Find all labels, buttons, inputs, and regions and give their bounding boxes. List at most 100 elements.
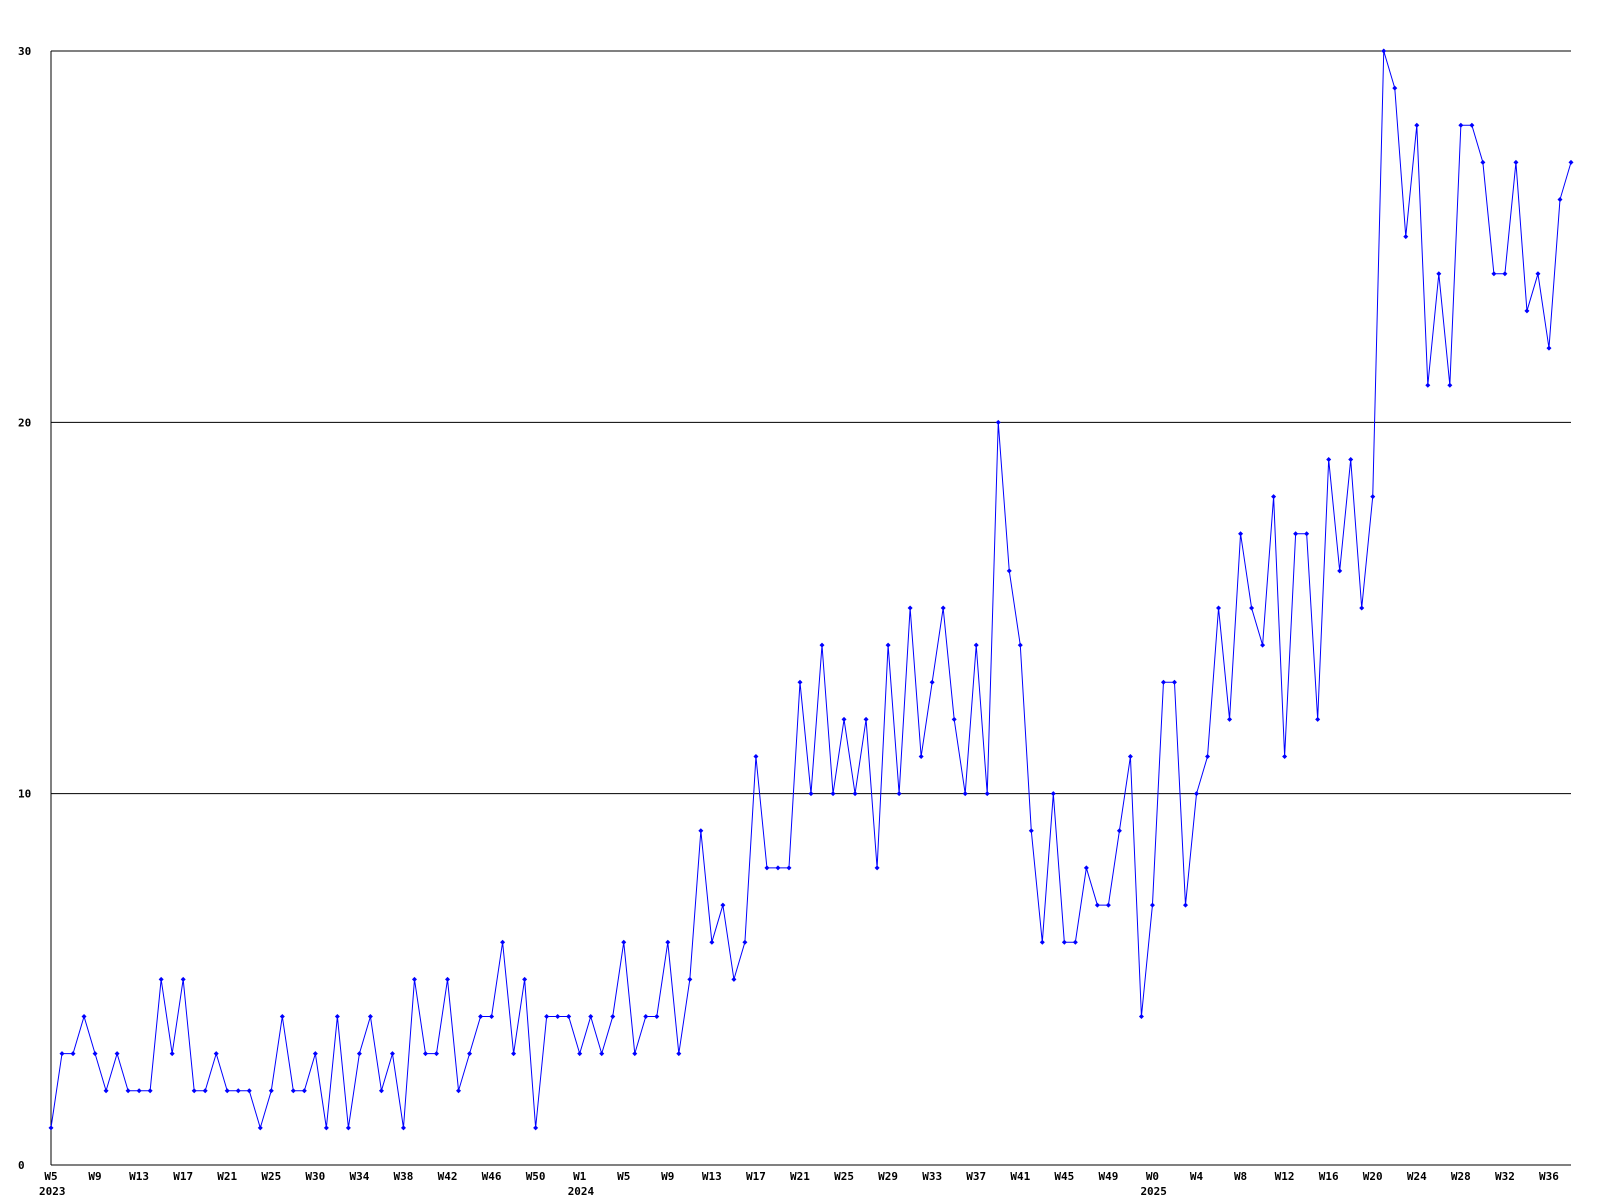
data-point	[290, 1088, 296, 1094]
data-point	[1282, 754, 1288, 760]
x-tick-label: W16	[1319, 1170, 1339, 1183]
data-point	[114, 1051, 120, 1057]
data-point	[356, 1051, 362, 1057]
data-point	[59, 1051, 65, 1057]
data-point	[246, 1088, 252, 1094]
x-tick-label: W21	[217, 1170, 237, 1183]
data-point	[1436, 271, 1442, 277]
data-point	[1326, 456, 1332, 462]
data-point	[1028, 828, 1034, 834]
data-point	[378, 1088, 384, 1094]
data-point	[1105, 902, 1111, 908]
x-tick-label: W9	[661, 1170, 674, 1183]
data-point	[92, 1051, 98, 1057]
data-point	[411, 976, 417, 982]
y-tick-label: 30	[18, 45, 31, 58]
y-tick-label: 0	[18, 1159, 25, 1172]
data-point	[158, 976, 164, 982]
data-point	[334, 1013, 340, 1019]
data-point	[610, 1013, 616, 1019]
data-point	[1425, 382, 1431, 388]
x-tick-label: W32	[1495, 1170, 1515, 1183]
data-point	[1502, 271, 1508, 277]
data-point	[511, 1051, 517, 1057]
data-point	[1094, 902, 1100, 908]
data-point	[1249, 605, 1255, 611]
data-point	[400, 1125, 406, 1131]
x-tick-label: W49	[1098, 1170, 1118, 1183]
x-tick-label: W41	[1010, 1170, 1030, 1183]
data-point	[500, 939, 506, 945]
data-point	[1513, 159, 1519, 165]
x-tick-label: W1	[573, 1170, 587, 1183]
y-tick-label: 10	[18, 788, 31, 801]
data-point	[1149, 902, 1155, 908]
x-tick-label: W4	[1190, 1170, 1204, 1183]
data-point	[422, 1051, 428, 1057]
data-point	[1414, 122, 1420, 128]
data-point	[995, 419, 1001, 425]
x-tick-label: W45	[1054, 1170, 1074, 1183]
data-point	[169, 1051, 175, 1057]
x-tick-label: W36	[1539, 1170, 1559, 1183]
x-tick-label: W30	[305, 1170, 325, 1183]
data-point	[676, 1051, 682, 1057]
data-point	[1006, 568, 1012, 574]
data-point	[389, 1051, 395, 1057]
x-tick-label: W42	[438, 1170, 458, 1183]
data-point	[1557, 197, 1563, 203]
x-tick-label: W29	[878, 1170, 898, 1183]
x-tick-label: W37	[966, 1170, 986, 1183]
data-point	[555, 1013, 561, 1019]
data-point	[434, 1051, 440, 1057]
data-point	[1227, 716, 1233, 722]
data-point	[852, 791, 858, 797]
data-point	[1546, 345, 1552, 351]
x-tick-label: W33	[922, 1170, 942, 1183]
data-point	[323, 1125, 329, 1131]
x-group-label: 2025	[1140, 1185, 1167, 1198]
data-point	[1182, 902, 1188, 908]
data-point	[202, 1088, 208, 1094]
data-point	[720, 902, 726, 908]
data-point	[125, 1088, 131, 1094]
data-point	[1127, 754, 1133, 760]
data-point	[1293, 531, 1299, 537]
x-tick-label: W25	[261, 1170, 281, 1183]
data-point	[951, 716, 957, 722]
data-point	[103, 1088, 109, 1094]
data-point	[973, 642, 979, 648]
data-point	[599, 1051, 605, 1057]
data-point	[577, 1051, 583, 1057]
data-point	[940, 605, 946, 611]
data-point	[48, 1125, 54, 1131]
data-point	[896, 791, 902, 797]
data-point	[566, 1013, 572, 1019]
data-point	[808, 791, 814, 797]
x-tick-label: W13	[129, 1170, 149, 1183]
data-point	[1138, 1013, 1144, 1019]
x-tick-label: W8	[1234, 1170, 1247, 1183]
data-point	[81, 1013, 87, 1019]
data-point	[1171, 679, 1177, 685]
x-group-label: 2024	[568, 1185, 595, 1198]
data-point	[841, 716, 847, 722]
data-point	[907, 605, 913, 611]
y-tick-label: 20	[18, 416, 31, 429]
data-point	[279, 1013, 285, 1019]
data-point	[367, 1013, 373, 1019]
data-point	[687, 976, 693, 982]
data-point	[797, 679, 803, 685]
data-point	[1050, 791, 1056, 797]
x-tick-label: W12	[1275, 1170, 1295, 1183]
data-point	[213, 1051, 219, 1057]
data-point	[709, 939, 715, 945]
data-point	[1194, 791, 1200, 797]
x-tick-label: W5	[617, 1170, 630, 1183]
x-tick-label: W25	[834, 1170, 854, 1183]
data-point	[235, 1088, 241, 1094]
data-point	[918, 754, 924, 760]
data-point	[1315, 716, 1321, 722]
data-point	[1535, 271, 1541, 277]
